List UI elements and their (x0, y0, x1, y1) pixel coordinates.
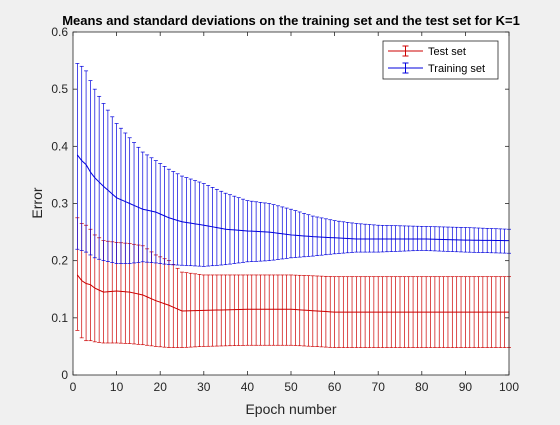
legend-label: Training set (428, 63, 485, 75)
x-tick-label: 70 (372, 380, 386, 394)
y-tick-label: 0.2 (51, 254, 68, 268)
x-tick-label: 40 (241, 380, 255, 394)
y-tick-label: 0.4 (51, 139, 68, 153)
x-tick-label: 0 (70, 380, 77, 394)
series-training-set (75, 63, 511, 267)
legend: Test set Training set (382, 40, 499, 80)
legend-label: Test set (428, 46, 466, 58)
x-tick-label: 60 (328, 380, 342, 394)
series-test-set (75, 217, 511, 348)
axis-layer: 0 10 20 30 40 50 60 70 80 90 100 0 0.1 0.2 0.3 0.4 0.5 0.… (51, 25, 519, 394)
y-axis-label: Error (29, 187, 45, 218)
x-tick-label: 90 (459, 380, 473, 394)
x-tick-label: 50 (284, 380, 298, 394)
x-tick-label: 10 (110, 380, 124, 394)
chart-title: Means and standard deviations on the tra… (62, 13, 520, 28)
mean-line (76, 154, 510, 242)
x-tick-label: 80 (415, 380, 429, 394)
mean-line (76, 274, 509, 313)
y-tick-label: 0.5 (51, 82, 68, 96)
y-tick-label: 0.6 (51, 25, 68, 39)
y-tick-label: 0 (61, 368, 68, 382)
legend-items: Test set Training set (388, 45, 485, 75)
y-tick-label: 0.1 (51, 311, 68, 325)
x-axis-label: Epoch number (245, 401, 336, 417)
x-tick-label: 20 (154, 380, 168, 394)
x-tick-label: 30 (197, 380, 211, 394)
x-tick-label: 100 (499, 380, 519, 394)
legend-box (382, 40, 499, 80)
series-layer (75, 63, 511, 348)
y-tick-label: 0.3 (51, 197, 68, 211)
